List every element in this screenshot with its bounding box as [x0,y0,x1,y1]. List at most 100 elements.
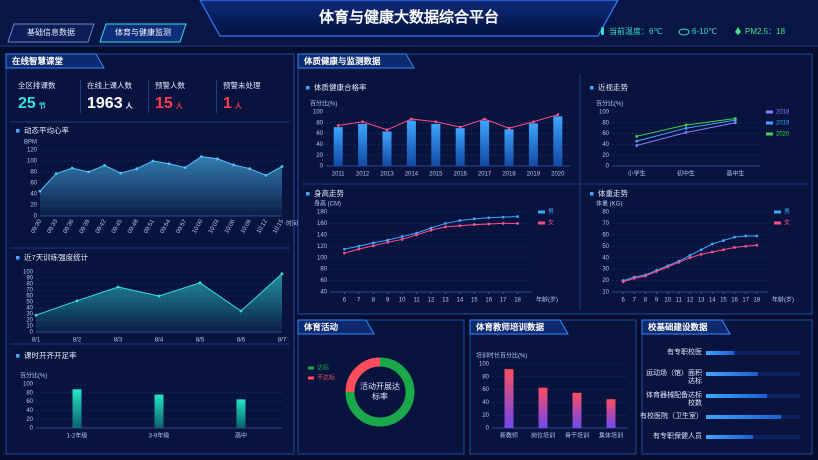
y-tick-label: 160 [317,221,328,227]
y-tick-label: 20 [316,153,323,159]
y-tick-label: 40 [30,192,37,198]
x-tick-label: 8/3 [114,338,123,344]
tab-active[interactable] [99,23,187,43]
panel-tabs [5,53,731,335]
x-tick-label: 高中 [235,432,247,440]
panel [469,319,637,455]
stat-value-row: 15 人 [155,95,216,113]
y-tick-label: 60 [602,131,609,137]
title-bullet [16,256,20,260]
bar-label: 有专职保健人员 [653,433,702,440]
point [75,299,79,303]
y-tick-label: 70 [26,288,33,294]
point [415,233,418,237]
x-tick-label: 6 [343,298,347,304]
point [151,159,155,163]
bar [538,387,548,428]
y-tick-label: 80 [602,210,609,216]
chart-title: 课时开齐开足率 [24,350,77,360]
point [644,274,647,278]
panels [5,53,813,455]
y-tick-label: 40 [26,408,33,414]
legend-swatch [538,210,545,214]
y-tick-label: 70 [602,221,609,227]
point [458,219,462,222]
point [386,238,390,242]
y-tick-label: 100 [317,255,328,261]
bar-track [706,351,800,355]
donut-segment [345,357,381,393]
panel-tab [469,319,569,335]
dividers [10,74,808,345]
x-tick-label: 2013 [380,172,394,178]
x-tick-label: 2011 [332,172,346,178]
x-tick-label: 17 [500,298,507,304]
y-tick-label: 80 [482,374,489,380]
x-tick-label: 2020 [551,172,565,178]
point [248,167,252,171]
y-tick-label: 60 [30,181,37,187]
x-tick-label: 2016 [454,172,468,178]
point [280,272,284,276]
y-tick-label: 100 [23,382,34,388]
y-tick-label: 0 [30,330,34,336]
y-axis-label: 百分比(%) [20,372,47,380]
stat-unit: 节 [38,103,46,110]
bar [706,394,768,398]
y-tick-label: 0 [320,164,324,170]
legend-swatch [774,210,781,214]
point [434,120,438,124]
point [371,241,375,245]
panel [641,319,813,455]
x-tick-label: 2015 [429,172,443,178]
point [744,234,748,238]
header-title: 体育与健康大数据综合平台 [319,8,499,26]
stat-label: 预警人数 [155,81,185,90]
x-tick-label: 14 [709,298,716,304]
point [733,121,737,125]
y-tick-label: 30 [26,312,33,318]
x-tick-label: 8/4 [155,338,164,344]
bar [72,389,82,428]
y-tick-label: 0 [34,214,38,220]
stat-label: 在线上课人数 [87,81,132,90]
point [361,120,364,124]
x-tick-label: 9 [386,298,390,304]
y-tick-label: 140 [317,232,328,238]
stat-label: 预警未处理 [223,81,261,90]
point [487,222,491,226]
point [666,265,670,269]
title-bullet [590,86,594,90]
y-tick-label: 80 [320,267,327,273]
point [688,256,692,260]
y-tick-label: 80 [602,120,609,126]
legend-swatch [766,110,773,114]
point [483,117,486,121]
x-tick-label: 2017 [478,172,492,178]
point [516,215,519,218]
x-tick-label: 小学生 [628,170,646,178]
temperature: 当前温度：6℃ [609,26,662,36]
x-tick-label: 7 [633,298,637,304]
tab[interactable] [7,23,95,43]
bar [504,129,514,166]
point [280,165,284,168]
y-tick-label: 120 [27,148,38,154]
point [34,313,38,317]
tab-label: 体育与健康监测 [115,27,171,37]
y-tick-label: 20 [26,318,33,324]
point [733,235,736,239]
stat-label: 全区排课数 [18,81,56,90]
panel [297,319,465,455]
y-axis-label: 培训时长百分比(%) [476,352,527,360]
stats: 全区排课数 25 节在线上课人数 1963 人预警人数 15 人预警未处理 1 人 [12,80,284,113]
y-tick-label: 50 [602,244,609,250]
y-axis-label: 体重 (KG) [596,200,622,208]
point [264,173,268,177]
x-tick-label: 12 [687,298,694,304]
chart-title: 近视走势 [598,82,628,92]
thermometer-icon [601,27,604,35]
y-axis-label: BPM [24,140,37,146]
point [684,123,688,127]
